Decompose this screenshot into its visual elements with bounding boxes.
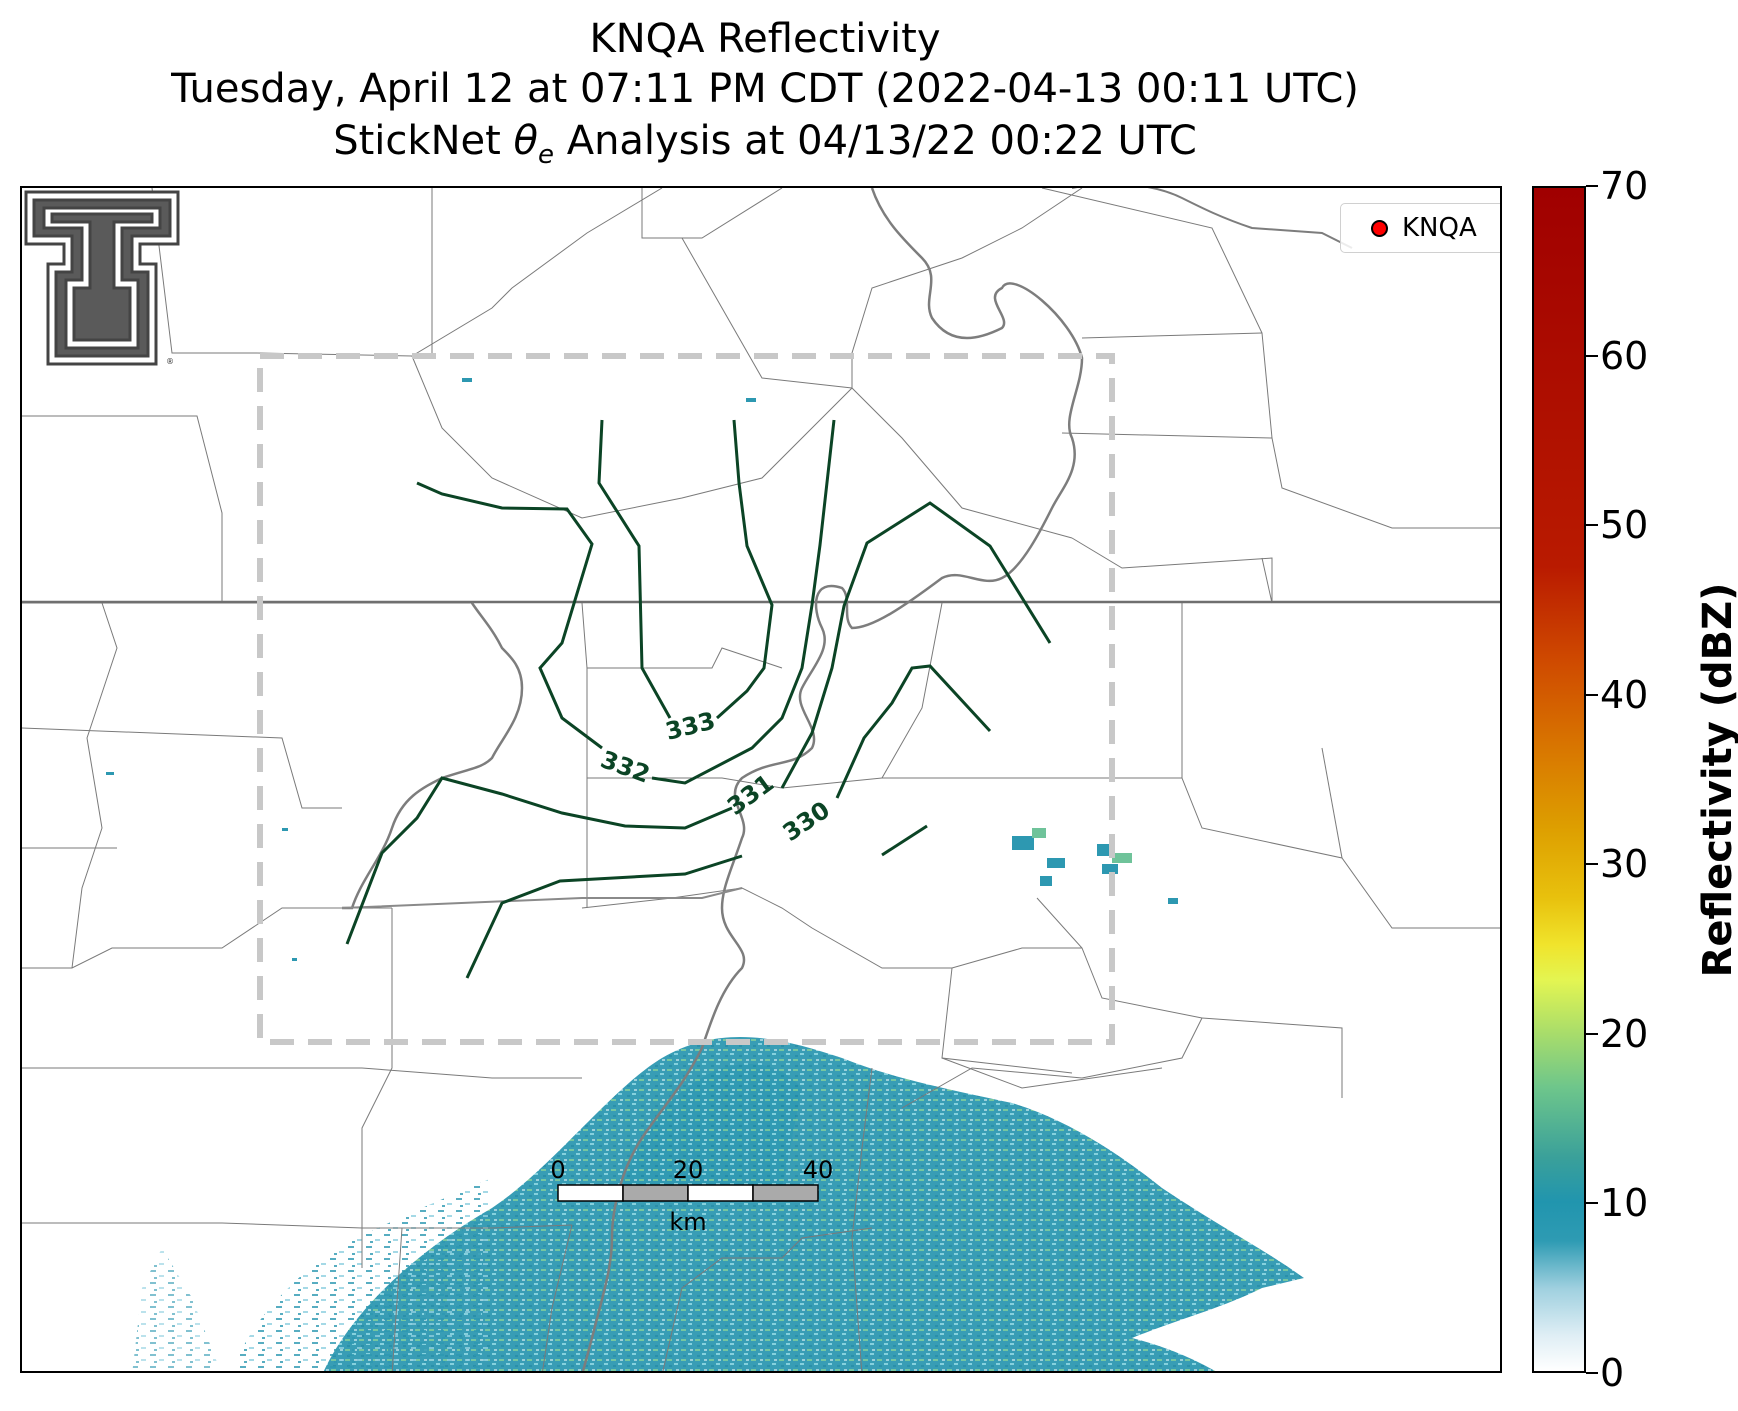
colorbar-tick-label: 60 [1600,333,1649,378]
colorbar-tick-mark [1586,1032,1598,1035]
county-boundaries [22,188,1500,1371]
map-canvas: 333 332 331 330 0 20 40 km [22,188,1500,1371]
contour-333 [597,419,774,720]
contour-fragment [881,824,928,857]
colorbar-tick-mark [1586,354,1598,357]
colorbar-tick-label: 70 [1600,164,1649,208]
colorbar-tick-mark [1586,524,1598,527]
texas-tech-logo: ® [24,190,180,366]
colorbar-tick-mark [1586,863,1598,866]
reflectivity-field [106,378,1304,1371]
river [581,188,1084,1371]
colorbar-tick-label: 20 [1600,1011,1649,1056]
contour-label-333: 333 [663,707,718,746]
contour-label-330: 330 [778,796,835,847]
svg-text:®: ® [166,357,174,366]
scale-unit: km [669,1208,706,1236]
contour-330 [465,664,992,979]
contour-332 [416,419,836,785]
colorbar-tick-label: 30 [1600,842,1649,887]
contour-label-332: 332 [597,745,654,788]
river-oxbow [1072,188,1353,249]
map-legend: KNQA [1340,203,1500,253]
radar-map[interactable]: 333 332 331 330 0 20 40 km ® KNQA [20,186,1502,1373]
colorbar-tick-label: 40 [1600,672,1649,717]
map-title: KNQA Reflectivity [589,16,941,62]
colorbar-label: Reflectivity (dBZ) [1695,582,1738,978]
contour-331 [345,501,1052,945]
colorbar-tick-mark [1586,1202,1598,1205]
theta-e-contours [345,419,1052,979]
river-west-branch [342,602,524,910]
colorbar-tick-mark [1586,693,1598,696]
colorbar-tick-label: 50 [1600,503,1649,548]
colorbar-tick-label: 0 [1600,1351,1625,1395]
colorbar-tick-label: 10 [1600,1181,1649,1226]
scale-bar: 0 20 40 km [550,1156,833,1236]
analysis-domain-box [257,353,1115,1045]
contour-label-331: 331 [722,769,779,821]
colorbar [1532,186,1586,1373]
legend-label: KNQA [1402,213,1477,243]
radar-site-marker [1371,219,1388,237]
scale-tick-20: 20 [673,1156,704,1184]
colorbar-tick-mark [1586,185,1598,187]
map-subtitle-time: Tuesday, April 12 at 07:11 PM CDT (2022-… [171,66,1359,112]
scale-tick-40: 40 [803,1156,834,1184]
map-subtitle-analysis: StickNet θe Analysis at 04/13/22 00:22 U… [333,118,1197,170]
colorbar-tick-mark [1586,1372,1598,1374]
scale-tick-0: 0 [550,1156,565,1184]
